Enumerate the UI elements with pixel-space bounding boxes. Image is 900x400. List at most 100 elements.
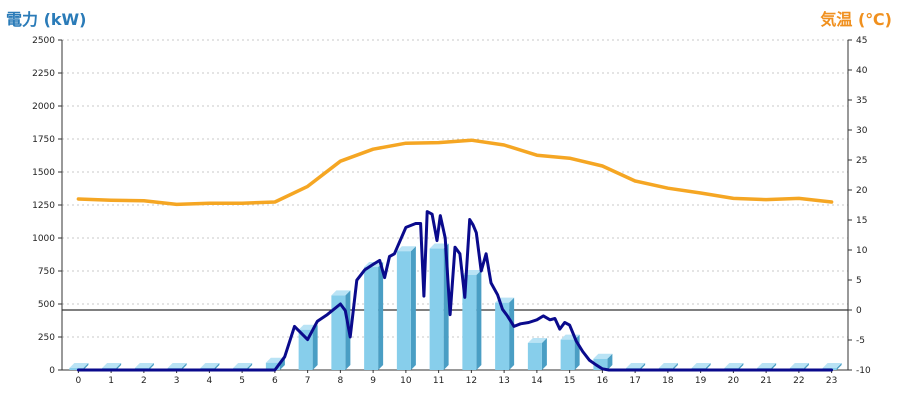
bar-side bbox=[607, 353, 613, 370]
right-tick-label: -5 bbox=[856, 336, 865, 346]
left-tick-label: 250 bbox=[38, 333, 55, 343]
left-tick-label: 2250 bbox=[32, 69, 55, 79]
left-tick-label: 750 bbox=[38, 267, 55, 277]
x-tick-label: 6 bbox=[272, 376, 278, 386]
left-tick-label: 1750 bbox=[32, 135, 55, 145]
x-tick-label: 5 bbox=[239, 376, 245, 386]
right-tick-label: 5 bbox=[856, 276, 862, 286]
bar-side bbox=[214, 363, 220, 370]
x-tick-label: 22 bbox=[793, 376, 804, 386]
bar-top bbox=[757, 363, 777, 369]
left-tick-label: 2500 bbox=[32, 36, 55, 46]
x-tick-label: 2 bbox=[141, 376, 147, 386]
bar bbox=[495, 302, 510, 370]
bar-side bbox=[410, 246, 416, 370]
x-tick-label: 21 bbox=[760, 376, 771, 386]
right-tick-label: 40 bbox=[856, 66, 868, 76]
x-tick-label: 1 bbox=[108, 376, 114, 386]
x-tick-label: 3 bbox=[174, 376, 180, 386]
bar-side bbox=[705, 363, 711, 370]
bar-side bbox=[312, 324, 318, 370]
left-tick-label: 500 bbox=[38, 300, 55, 310]
bar-top bbox=[233, 363, 253, 369]
bar-top bbox=[527, 337, 547, 343]
x-tick-label: 15 bbox=[564, 376, 575, 386]
right-tick-label: 30 bbox=[856, 126, 868, 136]
bar-top bbox=[691, 363, 711, 369]
x-tick-label: 19 bbox=[695, 376, 707, 386]
power-line bbox=[76, 210, 834, 372]
bar-side bbox=[640, 363, 646, 370]
left-tick-label: 1500 bbox=[32, 168, 55, 178]
left-tick-label: 1250 bbox=[32, 201, 55, 211]
bar-top bbox=[102, 363, 122, 369]
bar-side bbox=[378, 262, 384, 370]
bar-side bbox=[509, 297, 515, 370]
bar-top bbox=[789, 363, 809, 369]
bar-top bbox=[69, 363, 89, 369]
bar-side bbox=[279, 357, 285, 370]
right-tick-label: 45 bbox=[856, 36, 867, 46]
right-tick-label: -10 bbox=[856, 366, 871, 376]
bar-side bbox=[148, 363, 154, 370]
x-tick-label: 11 bbox=[433, 376, 444, 386]
x-tick-label: 0 bbox=[76, 376, 82, 386]
left-tick-label: 0 bbox=[49, 366, 55, 376]
x-tick-label: 16 bbox=[597, 376, 609, 386]
left-axis-title: 電力 (kW) bbox=[6, 10, 87, 29]
x-tick-label: 14 bbox=[531, 376, 543, 386]
left-tick-label: 1000 bbox=[32, 234, 55, 244]
bar-side bbox=[247, 363, 253, 370]
x-tick-label: 17 bbox=[629, 376, 640, 386]
left-tick-label: 2000 bbox=[32, 102, 55, 112]
right-axis-title: 気温 (℃) bbox=[820, 10, 892, 29]
bar-side bbox=[181, 363, 187, 370]
x-tick-label: 9 bbox=[370, 376, 376, 386]
bar-side bbox=[672, 363, 678, 370]
x-tick-label: 23 bbox=[826, 376, 837, 386]
x-tick-label: 7 bbox=[305, 376, 311, 386]
bar bbox=[593, 358, 608, 370]
bar-top bbox=[626, 363, 646, 369]
bar-top bbox=[134, 363, 154, 369]
right-tick-label: 20 bbox=[856, 186, 868, 196]
x-tick-label: 10 bbox=[400, 376, 412, 386]
bar bbox=[462, 274, 477, 370]
bar bbox=[331, 295, 346, 370]
bar bbox=[429, 248, 444, 370]
bar-top bbox=[724, 363, 744, 369]
bar-side bbox=[738, 363, 744, 370]
bar-top bbox=[200, 363, 220, 369]
bar bbox=[396, 251, 411, 370]
bar-side bbox=[116, 363, 122, 370]
bar-side bbox=[541, 337, 547, 370]
right-tick-label: 25 bbox=[856, 156, 867, 166]
x-tick-label: 4 bbox=[207, 376, 213, 386]
bar-side bbox=[476, 269, 482, 370]
bar-top bbox=[593, 353, 613, 359]
x-tick-label: 13 bbox=[498, 376, 509, 386]
bar bbox=[527, 342, 542, 370]
bar-side bbox=[803, 363, 809, 370]
bar-side bbox=[771, 363, 777, 370]
bar-top bbox=[822, 363, 842, 369]
bar-top bbox=[658, 363, 678, 369]
right-tick-label: 10 bbox=[856, 246, 868, 256]
temperature-line bbox=[76, 138, 834, 207]
bar-side bbox=[83, 363, 89, 370]
x-tick-label: 18 bbox=[662, 376, 674, 386]
x-tick-label: 12 bbox=[466, 376, 477, 386]
right-tick-label: 15 bbox=[856, 216, 867, 226]
bar bbox=[364, 267, 379, 370]
x-tick-label: 8 bbox=[338, 376, 344, 386]
bar-top bbox=[396, 246, 416, 252]
right-tick-label: 0 bbox=[856, 306, 862, 316]
bar-side bbox=[836, 363, 842, 370]
bar bbox=[560, 339, 575, 370]
bar-top bbox=[167, 363, 187, 369]
bar bbox=[69, 368, 84, 370]
bar-top bbox=[429, 243, 449, 249]
x-tick-label: 20 bbox=[728, 376, 740, 386]
bar bbox=[265, 362, 280, 370]
right-tick-label: 35 bbox=[856, 96, 867, 106]
